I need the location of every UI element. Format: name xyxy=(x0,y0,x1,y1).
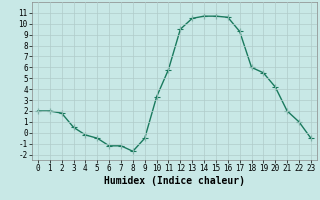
X-axis label: Humidex (Indice chaleur): Humidex (Indice chaleur) xyxy=(104,176,245,186)
